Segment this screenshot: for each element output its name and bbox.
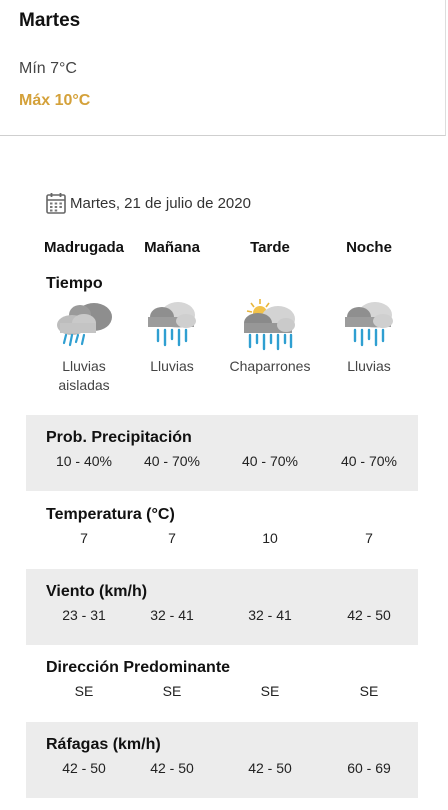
row-title: Ráfagas (km/h) [46, 736, 161, 753]
row-title: Prob. Precipitación [46, 429, 192, 446]
min-temperature: Mín 7°C [19, 60, 77, 77]
row-value: 7 [80, 530, 88, 546]
rain-cloud-icon [345, 302, 393, 347]
row-value: 32 - 41 [248, 607, 292, 623]
row-value: SE [162, 683, 182, 699]
tiempo-label: Tiempo [46, 275, 103, 292]
row-value: SE [260, 683, 280, 699]
row-value: 60 - 69 [347, 760, 391, 776]
precipitation-probability-row: Prob. Precipitación 10 - 40% 40 - 70% 40… [26, 415, 418, 491]
period-headers: Madrugada Mañana Tarde Noche [0, 239, 448, 259]
period-noche: Noche [346, 239, 392, 256]
light-rain-cloud-icon [57, 303, 112, 347]
row-value: 7 [168, 530, 176, 546]
row-value: 42 - 50 [347, 607, 391, 623]
period-madrugada: Madrugada [43, 239, 124, 256]
row-value: 40 - 70% [340, 453, 398, 469]
period-manana: Mañana [144, 239, 200, 256]
row-value: 10 [262, 530, 278, 546]
day-title: Martes [19, 10, 81, 31]
weather-desc-madrugada: Lluvias aisladas [58, 358, 110, 393]
row-title: Viento (km/h) [46, 583, 148, 600]
row-value: 40 - 70% [241, 453, 299, 469]
row-value: SE [359, 683, 379, 699]
row-title: Dirección Predominante [46, 659, 231, 676]
weather-desc-noche: Lluvias [347, 358, 391, 374]
weather-desc-tarde: Chaparrones [229, 358, 311, 374]
wind-row: Viento (km/h) 23 - 31 32 - 41 32 - 41 42… [26, 569, 418, 645]
row-value: 42 - 50 [150, 760, 194, 776]
forecast-date: Martes, 21 de julio de 2020 [70, 194, 251, 212]
max-temperature: Máx 10°C [19, 92, 91, 109]
calendar-icon [46, 193, 66, 214]
gusts-row: Ráfagas (km/h) 42 - 50 42 - 50 42 - 50 6… [26, 722, 418, 798]
row-value: 23 - 31 [62, 607, 106, 623]
wind-direction-row: Dirección Predominante SE SE SE SE [26, 645, 418, 721]
period-tarde: Tarde [250, 239, 290, 256]
row-title: Temperatura (°C) [46, 506, 175, 523]
row-value: 42 - 50 [248, 760, 292, 776]
weather-desc-manana: Lluvias [150, 358, 194, 374]
row-value: 42 - 50 [62, 760, 106, 776]
sun-rain-cloud-icon [244, 299, 295, 351]
rain-cloud-icon [148, 302, 196, 347]
row-value: 40 - 70% [143, 453, 201, 469]
row-value: 32 - 41 [150, 607, 194, 623]
temperature-row: Temperatura (°C) 7 7 10 7 [26, 492, 418, 568]
day-summary-card: Martes Mín 7°C Máx 10°C [0, 0, 446, 136]
row-value: SE [74, 683, 94, 699]
forecast-date-row: Martes, 21 de julio de 2020 [46, 192, 251, 214]
weather-icons-row [0, 297, 448, 353]
row-value: 7 [365, 530, 373, 546]
row-value: 10 - 40% [55, 453, 113, 469]
